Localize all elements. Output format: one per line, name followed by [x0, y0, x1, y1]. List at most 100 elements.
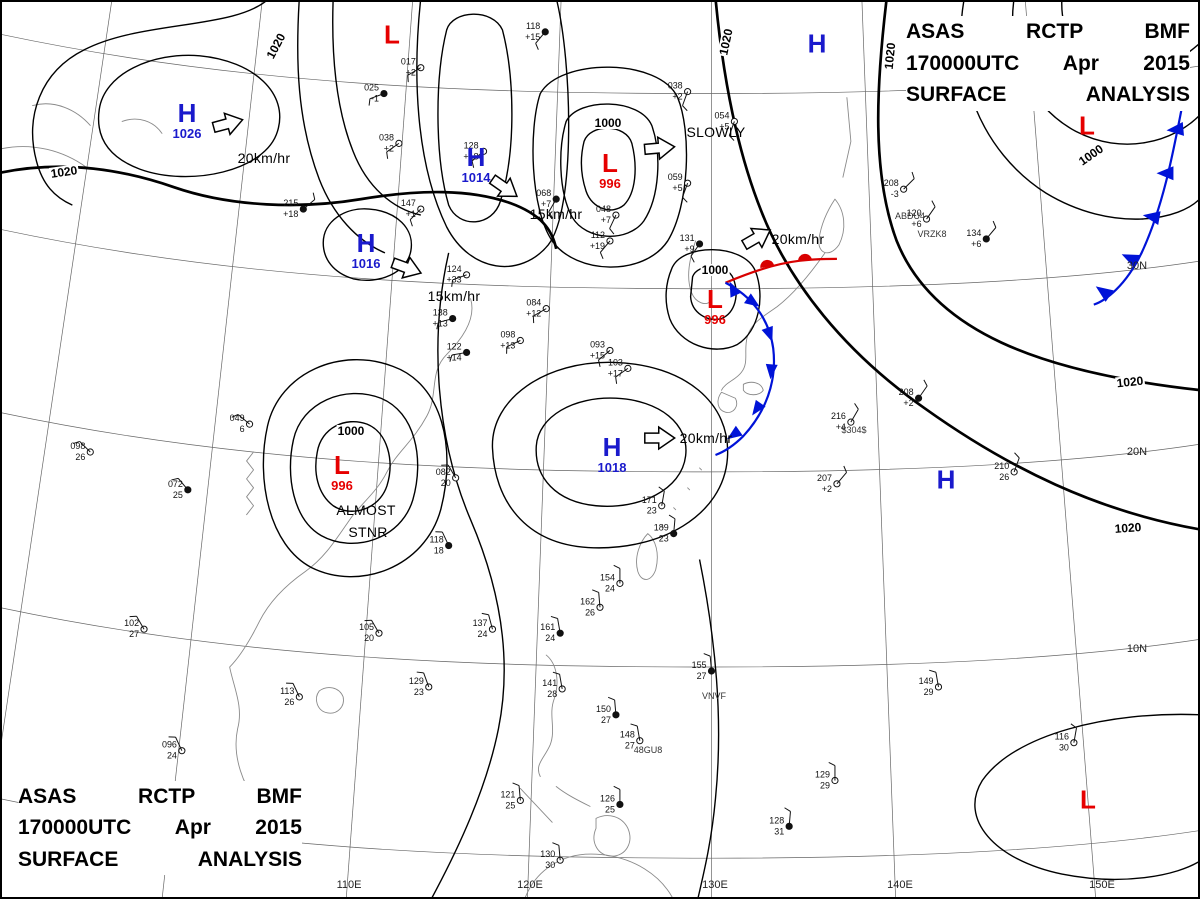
- svg-text:+2: +2: [672, 92, 682, 102]
- movement-arrow: [644, 425, 676, 451]
- station-plot: 138+13: [433, 308, 457, 330]
- station-plot: 208-3: [884, 171, 915, 199]
- svg-text:093: 093: [590, 339, 605, 349]
- svg-text:137: 137: [473, 618, 488, 628]
- svg-text:121: 121: [500, 789, 515, 799]
- svg-text:-3: -3: [891, 189, 899, 199]
- svg-text:20: 20: [364, 633, 374, 643]
- svg-text:30: 30: [1059, 743, 1069, 753]
- svg-text:25: 25: [173, 490, 183, 500]
- station-plot: 048+7: [596, 204, 620, 235]
- svg-text:25: 25: [605, 804, 615, 814]
- station-plot: 068+7: [536, 188, 560, 219]
- svg-text:+14: +14: [446, 352, 461, 362]
- station-plot: 038+2: [668, 81, 692, 112]
- svg-text:+18: +18: [463, 151, 478, 161]
- svg-text:+19: +19: [590, 241, 605, 251]
- station-plot: 122+14: [446, 341, 471, 362]
- svg-text:161: 161: [540, 622, 555, 632]
- svg-text:+18: +18: [283, 209, 298, 219]
- svg-text:20: 20: [441, 478, 451, 488]
- svg-text:+5: +5: [719, 121, 729, 131]
- svg-text:207: 207: [817, 473, 832, 483]
- svg-text:112: 112: [591, 230, 605, 240]
- station-plots-layer: 118+15017+2025-1038+2038+2215+18128+1814…: [70, 21, 1078, 870]
- svg-text:126: 126: [600, 793, 615, 803]
- svg-text:+2: +2: [822, 484, 832, 494]
- svg-text:118: 118: [526, 21, 540, 31]
- title-line-3: SURFACE ANALYSIS: [906, 83, 1190, 106]
- svg-text:+15: +15: [590, 350, 605, 360]
- svg-text:210: 210: [994, 461, 1009, 471]
- svg-text:102: 102: [124, 618, 139, 628]
- svg-text:128: 128: [464, 140, 479, 150]
- station-plot: 118+15: [525, 21, 549, 50]
- svg-text:189: 189: [654, 523, 669, 533]
- station-plot: 215+18: [283, 192, 316, 219]
- svg-text:31: 31: [774, 826, 784, 836]
- station-plot: 054+5: [714, 110, 738, 141]
- title-line-2: 170000UTC Apr 2015: [906, 51, 1190, 75]
- svg-text:215: 215: [283, 198, 298, 208]
- svg-text:048: 048: [596, 204, 611, 214]
- svg-text:116: 116: [1055, 732, 1069, 742]
- station-plot: 131+9: [680, 233, 704, 263]
- svg-text:+15: +15: [525, 32, 540, 42]
- station-plot: 084+12: [526, 298, 550, 324]
- svg-text:154: 154: [600, 572, 615, 582]
- svg-text:038: 038: [668, 81, 683, 91]
- svg-text:129: 129: [815, 770, 830, 780]
- svg-text:27: 27: [697, 671, 707, 681]
- station-plot: 098+13: [500, 330, 524, 354]
- movement-arrows: [211, 112, 772, 451]
- svg-text:130: 130: [540, 849, 555, 859]
- svg-text:+9: +9: [684, 244, 694, 254]
- svg-text:208: 208: [884, 178, 899, 188]
- station-plot: 025-1: [364, 83, 388, 106]
- title-line-1: ASAS RCTP BMF: [906, 20, 1190, 43]
- movement-arrow: [390, 255, 423, 279]
- svg-text:122: 122: [447, 341, 462, 351]
- svg-text:118: 118: [429, 535, 443, 545]
- svg-text:096: 096: [162, 740, 177, 750]
- station-plot: 216+4: [831, 403, 859, 432]
- svg-text:26: 26: [75, 452, 85, 462]
- svg-text:072: 072: [168, 479, 183, 489]
- svg-text:113: 113: [280, 686, 294, 696]
- svg-text:084: 084: [526, 298, 541, 308]
- svg-text:27: 27: [625, 741, 635, 751]
- svg-text:129: 129: [409, 676, 424, 686]
- station-plot: 120+6: [907, 200, 936, 229]
- svg-text:+7: +7: [541, 199, 551, 209]
- svg-text:26: 26: [284, 697, 294, 707]
- title-line-1: ASAS RCTP BMF: [18, 784, 302, 808]
- coastlines: [2, 97, 852, 897]
- svg-text:18: 18: [434, 546, 444, 556]
- svg-text:059: 059: [668, 172, 683, 182]
- station-plot: 147+1: [401, 198, 425, 227]
- svg-text:171: 171: [642, 495, 657, 505]
- svg-text:23: 23: [647, 506, 657, 516]
- svg-text:098: 098: [500, 330, 515, 340]
- svg-text:054: 054: [714, 110, 729, 120]
